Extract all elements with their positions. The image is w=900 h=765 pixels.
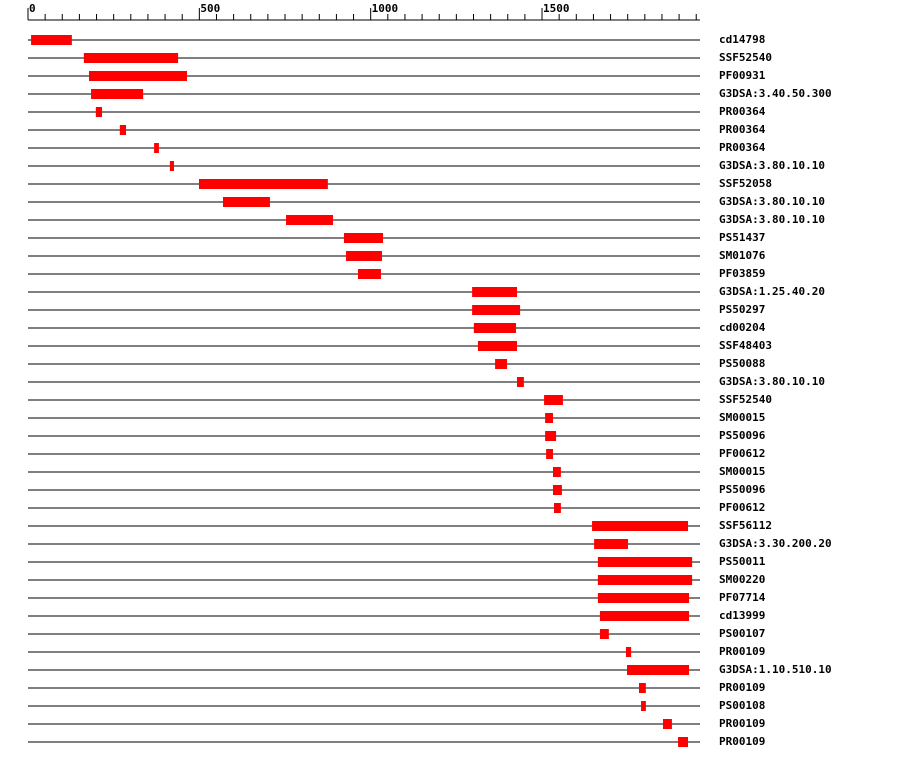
row-label: SSF56112 — [719, 519, 772, 532]
row-label: PS50096 — [719, 429, 766, 442]
domain-bar — [546, 449, 553, 459]
row-label: PR00109 — [719, 645, 765, 658]
row-label: PF00931 — [719, 69, 766, 82]
row-label: PR00109 — [719, 735, 765, 748]
row-label: PS00107 — [719, 627, 765, 640]
row-label: PS00108 — [719, 699, 765, 712]
row-label: G3DSA:3.80.10.10 — [719, 375, 825, 388]
domain-bar — [678, 737, 689, 747]
row-label: SSF52540 — [719, 51, 772, 64]
domain-bar — [627, 665, 690, 675]
row-label: G3DSA:3.80.10.10 — [719, 213, 825, 226]
row-label: PS50297 — [719, 303, 765, 316]
domain-bar — [198, 179, 328, 189]
row-label: cd14798 — [719, 33, 765, 46]
domain-bar — [597, 557, 693, 567]
domain-bar — [88, 71, 188, 81]
domain-bar — [222, 197, 270, 207]
domain-bar — [592, 521, 689, 531]
row-label: PR00109 — [719, 681, 765, 694]
x-tick-label: 500 — [200, 2, 220, 15]
domain-bar — [639, 683, 646, 693]
row-label: PF07714 — [719, 591, 766, 604]
domain-bar — [599, 611, 690, 621]
domain-bar — [91, 89, 144, 99]
row-label: PR00364 — [719, 141, 766, 154]
row-label: G3DSA:1.10.510.10 — [719, 663, 832, 676]
domain-bar — [594, 539, 629, 549]
row-label: G3DSA:1.25.40.20 — [719, 285, 825, 298]
row-label: PS51437 — [719, 231, 765, 244]
row-label: G3DSA:3.30.200.20 — [719, 537, 832, 550]
row-label: SM00015 — [719, 411, 765, 424]
x-tick-label: 1500 — [543, 2, 570, 15]
domain-bar — [545, 413, 553, 423]
domain-bar — [544, 395, 563, 405]
domain-bar — [517, 377, 524, 387]
row-label: SM01076 — [719, 249, 766, 262]
domain-bar — [545, 431, 557, 441]
row-label: PF03859 — [719, 267, 765, 280]
domain-bar — [552, 467, 561, 477]
domain-bar — [31, 35, 72, 45]
row-label: SSF48403 — [719, 339, 772, 352]
domain-bar — [472, 287, 518, 297]
row-label: PF00612 — [719, 447, 765, 460]
row-label: PS50011 — [719, 555, 766, 568]
domain-bar — [599, 629, 609, 639]
row-label: PR00109 — [719, 717, 765, 730]
domain-bar — [119, 125, 127, 135]
row-label: cd13999 — [719, 609, 765, 622]
x-tick-label: 1000 — [372, 2, 399, 15]
row-label: SM00220 — [719, 573, 765, 586]
domain-bar — [552, 485, 562, 495]
domain-bar — [286, 215, 333, 225]
domain-bar — [495, 359, 508, 369]
domain-bar — [154, 143, 159, 153]
domain-bar — [346, 251, 382, 261]
row-label: G3DSA:3.80.10.10 — [719, 195, 825, 208]
row-label: PR00364 — [719, 105, 766, 118]
row-label: PS50096 — [719, 483, 766, 496]
domain-bar — [95, 107, 103, 117]
domain-bar — [597, 575, 693, 585]
domain-bar — [169, 161, 174, 171]
domain-bar — [343, 233, 384, 243]
domain-bar — [473, 323, 516, 333]
domain-bar — [662, 719, 672, 729]
row-label: G3DSA:3.40.50.300 — [719, 87, 832, 100]
x-tick-label: 0 — [29, 2, 36, 15]
row-label: PR00364 — [719, 123, 766, 136]
row-label: cd00204 — [719, 321, 766, 334]
domain-bar — [641, 701, 646, 711]
row-label: G3DSA:3.80.10.10 — [719, 159, 825, 172]
domain-bar — [554, 503, 561, 513]
domain-bar — [83, 53, 179, 63]
domain-bar — [597, 593, 690, 603]
row-label: SM00015 — [719, 465, 765, 478]
domain-bar — [472, 305, 521, 315]
domain-bar — [477, 341, 518, 351]
row-label: PF00612 — [719, 501, 765, 514]
domain-bar — [358, 269, 381, 279]
row-label: SSF52058 — [719, 177, 772, 190]
domain-bar — [625, 647, 632, 657]
row-label: SSF52540 — [719, 393, 772, 406]
row-label: PS50088 — [719, 357, 765, 370]
